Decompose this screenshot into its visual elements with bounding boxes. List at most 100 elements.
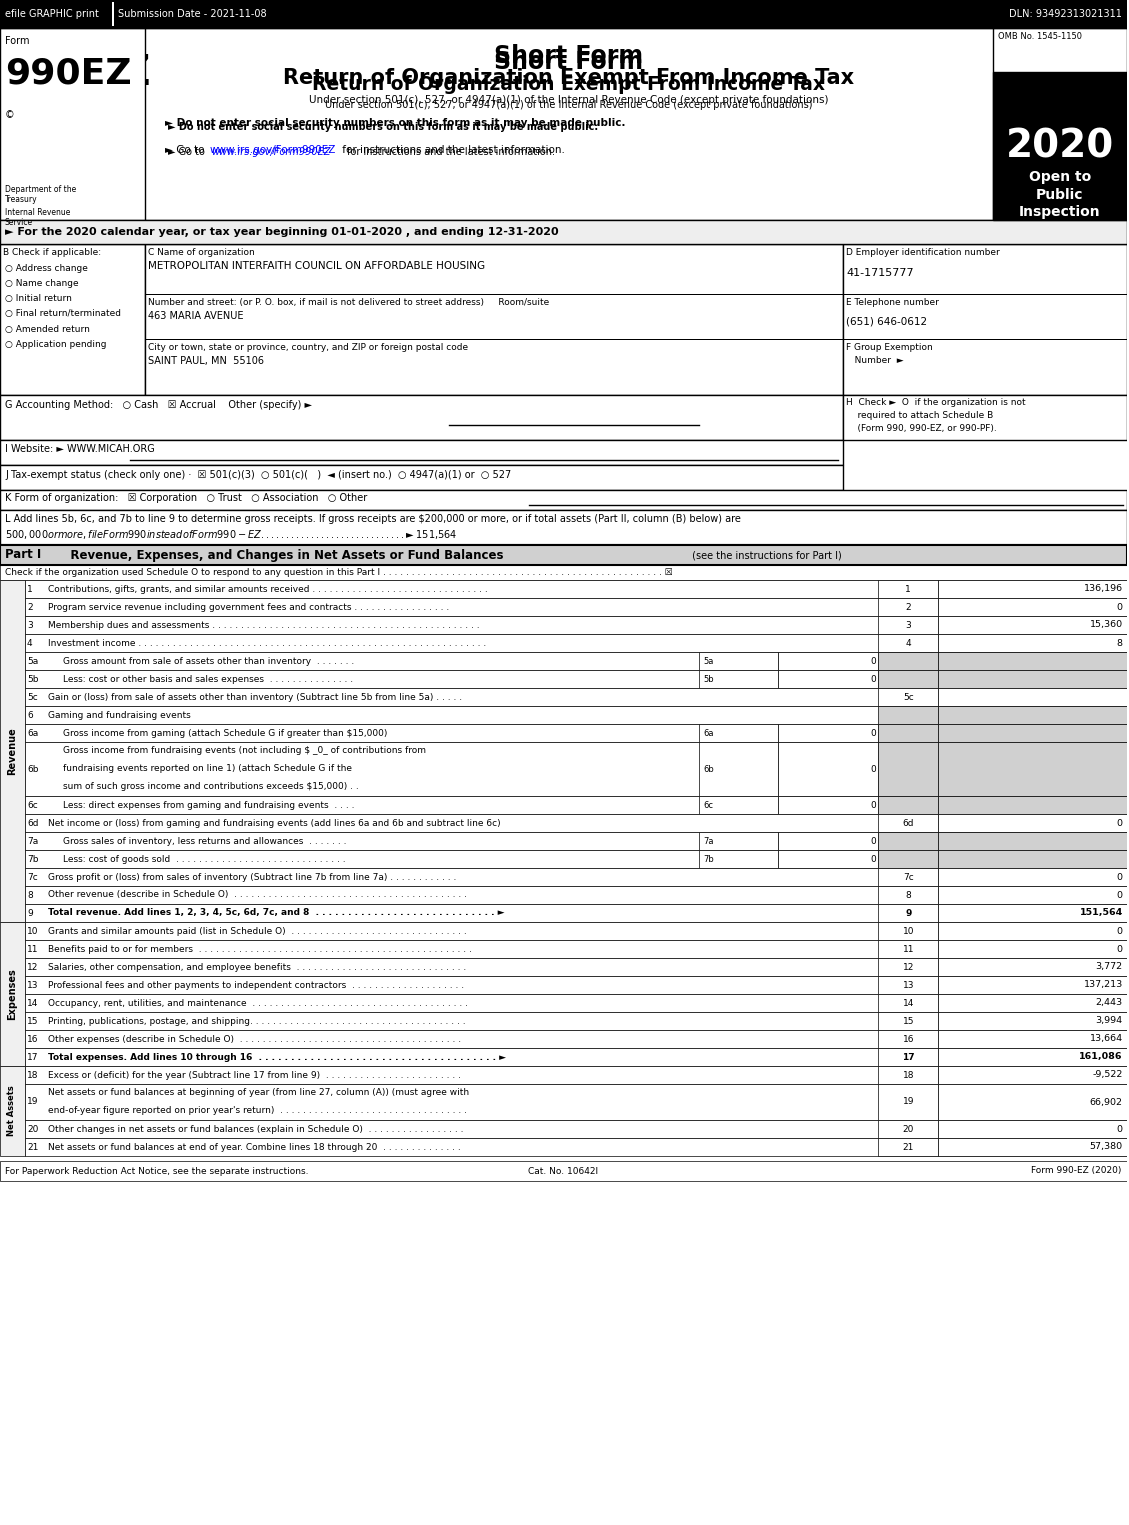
Bar [25,976,1127,994]
Text: 6c: 6c [703,801,714,810]
Text: 2,443: 2,443 [1095,999,1123,1008]
Text: Less: cost of goods sold  . . . . . . . . . . . . . . . . . . . . . . . . . . . : Less: cost of goods sold . . . . . . . .… [63,854,345,863]
Text: Contributions, gifts, grants, and similar amounts received . . . . . . . . . . .: Contributions, gifts, grants, and simila… [47,584,488,593]
Text: 13: 13 [902,981,914,990]
Text: 990EZ: 990EZ [3,55,130,88]
Text: 0: 0 [1117,872,1123,881]
Text: 11: 11 [902,944,914,953]
Text: Net Assets: Net Assets [8,1086,17,1136]
Text: Other revenue (describe in Schedule O)  . . . . . . . . . . . . . . . . . . . . : Other revenue (describe in Schedule O) .… [47,891,467,900]
Text: 12: 12 [27,962,38,971]
Bar [994,27,1127,220]
Text: Inspection: Inspection [1015,117,1104,133]
Text: 18: 18 [902,1071,914,1080]
Text: 11: 11 [27,944,38,953]
Bar [938,923,1127,939]
Bar [938,958,1127,976]
Text: Net assets or fund balances at end of year. Combine lines 18 through 20  . . . .: Net assets or fund balances at end of ye… [47,1142,461,1151]
Bar [25,1084,1127,1119]
Text: H  Check ►  O  if the organization is not: H Check ► O if the organization is not [847,398,1026,407]
Text: 18: 18 [27,1071,38,1080]
Bar [0,490,1127,509]
Bar [0,564,1127,580]
Text: 4: 4 [905,639,911,648]
Bar [938,1048,1127,1066]
Bar [843,244,1127,395]
Bar [25,868,1127,886]
Bar [878,1048,938,1066]
Bar [25,616,1127,634]
Bar [938,904,1127,923]
Bar [25,580,1127,598]
Text: 4: 4 [27,639,33,648]
Text: Occupancy, rent, utilities, and maintenance  . . . . . . . . . . . . . . . . . .: Occupancy, rent, utilities, and maintena… [47,999,467,1008]
Bar [878,796,938,814]
Bar [878,580,938,598]
Bar [25,958,1127,976]
Bar [0,0,1127,27]
Text: Submission Date - 2021-11-08: Submission Date - 2021-11-08 [117,9,266,18]
Text: Number and street: (or P. O. box, if mail is not delivered to street address)   : Number and street: (or P. O. box, if mai… [148,297,549,307]
Text: ○ Address change: ○ Address change [5,264,88,273]
Text: 19: 19 [27,1098,38,1107]
Bar [878,886,938,904]
Text: 0: 0 [870,801,876,810]
Bar [878,1084,938,1119]
Bar [0,509,1127,544]
Bar [878,868,938,886]
Bar [938,1013,1127,1029]
Bar [0,244,145,395]
Text: end-of-year figure reported on prior year's return)  . . . . . . . . . . . . . .: end-of-year figure reported on prior yea… [47,1106,467,1115]
Bar [938,886,1127,904]
Text: 0: 0 [870,764,876,773]
Bar [0,27,145,220]
Text: ○ Application pending: ○ Application pending [5,340,106,349]
Bar [25,886,1127,904]
Text: 8: 8 [905,891,911,900]
Bar [878,814,938,833]
Bar [699,796,779,814]
Bar [25,1013,1127,1029]
Text: 15,360: 15,360 [1089,621,1123,630]
Bar [25,923,1127,939]
Text: 0: 0 [870,656,876,665]
Text: 6d: 6d [902,819,914,828]
Text: www.irs.gov/Form990EZ: www.irs.gov/Form990EZ [211,146,331,157]
Bar [25,653,1127,669]
Text: Submission Date - 2021-11-08: Submission Date - 2021-11-08 [117,11,277,20]
Text: Membership dues and assessments . . . . . . . . . . . . . . . . . . . . . . . . : Membership dues and assessments . . . . … [47,621,480,630]
Text: Internal Revenue
Service: Internal Revenue Service [3,200,76,220]
Text: 5a: 5a [703,656,714,665]
Text: Form 990-EZ (2020): Form 990-EZ (2020) [1032,1167,1122,1176]
Bar [25,1048,1127,1066]
Text: L Add lines 5b, 6c, and 7b to line 9 to determine gross receipts. If gross recei: L Add lines 5b, 6c, and 7b to line 9 to … [5,514,741,525]
Bar [779,724,878,743]
Text: 20: 20 [902,1124,913,1133]
Bar [0,27,145,220]
Text: 7a: 7a [703,837,715,845]
Text: Short Form: Short Form [495,50,644,75]
Text: Printing, publications, postage, and shipping. . . . . . . . . . . . . . . . . .: Printing, publications, postage, and shi… [47,1017,465,1025]
Bar [699,849,779,868]
Text: Form: Form [3,38,26,47]
Bar [938,1119,1127,1138]
Bar [938,994,1127,1013]
Text: 0: 0 [870,854,876,863]
Bar [112,2,114,26]
Bar [994,72,1127,220]
Text: Gross amount from sale of assets other than inventory  . . . . . . .: Gross amount from sale of assets other t… [63,656,360,665]
Bar [25,994,1127,1013]
Text: 10: 10 [27,927,38,935]
Text: Inspection: Inspection [1019,204,1101,220]
Text: For Paperwork Reduction Act Notice, see the separate instructions.: For Paperwork Reduction Act Notice, see … [5,1167,308,1176]
Text: (Form 990, 990-EZ, or 990-PF).: (Form 990, 990-EZ, or 990-PF). [847,424,997,433]
Bar [0,220,1127,244]
Text: for instructions and the latest information.: for instructions and the latest informat… [340,145,566,156]
Text: Open to: Open to [1029,169,1091,185]
Bar [0,395,843,441]
Text: 7b: 7b [703,854,715,863]
Text: 990EZ: 990EZ [6,52,151,95]
Text: 5c: 5c [27,692,37,702]
Text: Part I: Part I [5,547,40,558]
Text: 8: 8 [1117,639,1123,648]
